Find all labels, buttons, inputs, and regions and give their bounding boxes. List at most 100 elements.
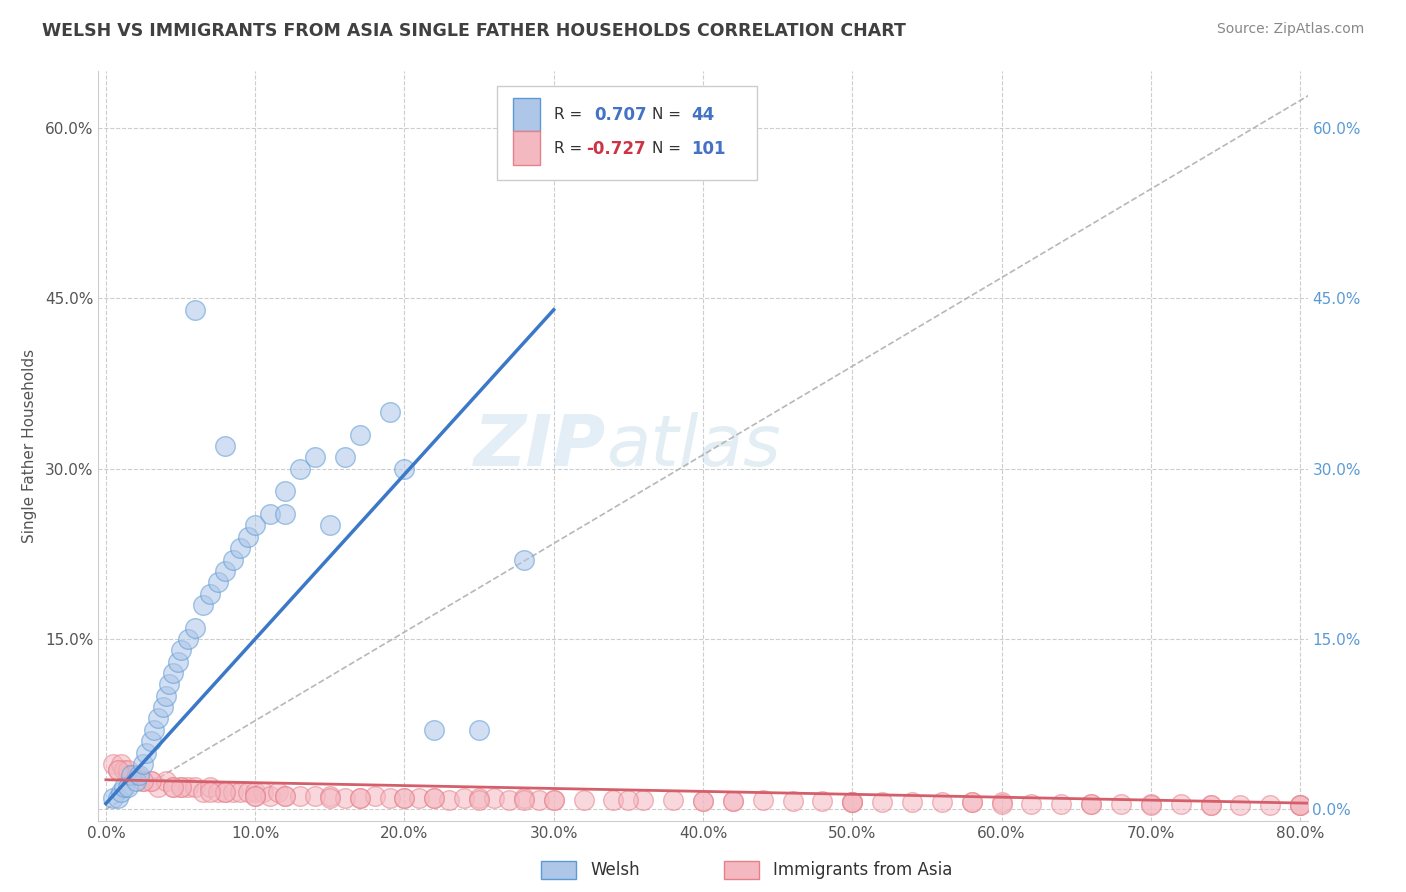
Point [207, 785, 229, 799]
Point [319, 791, 342, 805]
Text: Welsh: Welsh [591, 861, 640, 879]
Point [468, 723, 491, 737]
Point [841, 796, 863, 810]
Text: R =: R = [554, 107, 588, 122]
Point [662, 793, 685, 807]
Point [394, 791, 416, 805]
Point [243, 785, 266, 799]
Point [142, 723, 165, 737]
Text: 101: 101 [690, 139, 725, 158]
Point [135, 746, 157, 760]
Point [191, 785, 214, 799]
Point [252, 785, 274, 799]
Point [207, 575, 229, 590]
Point [841, 796, 863, 810]
Point [132, 773, 155, 788]
Text: N =: N = [652, 141, 686, 156]
Point [243, 518, 266, 533]
Point [243, 789, 266, 803]
Point [633, 793, 655, 807]
Text: -0.727: -0.727 [586, 139, 645, 158]
Point [259, 789, 281, 803]
Point [527, 793, 550, 807]
Text: WELSH VS IMMIGRANTS FROM ASIA SINGLE FATHER HOUSEHOLDS CORRELATION CHART: WELSH VS IMMIGRANTS FROM ASIA SINGLE FAT… [42, 22, 905, 40]
Point [103, 791, 125, 805]
Point [423, 723, 446, 737]
Point [423, 791, 446, 805]
Point [107, 763, 129, 777]
Point [214, 564, 236, 578]
Point [1289, 797, 1312, 812]
Point [184, 621, 207, 635]
Point [128, 768, 150, 782]
Point [169, 643, 191, 657]
Point [1021, 797, 1043, 811]
Point [112, 780, 135, 794]
Point [177, 632, 200, 646]
Point [274, 789, 297, 803]
Point [363, 789, 385, 803]
Point [378, 791, 401, 805]
Point [214, 785, 236, 799]
Point [513, 793, 536, 807]
Point [1080, 797, 1102, 811]
Point [214, 785, 236, 799]
Point [901, 796, 924, 810]
Point [274, 484, 297, 499]
Point [229, 541, 252, 556]
Point [841, 796, 863, 810]
Point [243, 789, 266, 803]
Point [274, 507, 297, 521]
Point [513, 552, 536, 566]
Point [453, 791, 475, 805]
Point [162, 780, 184, 794]
Point [274, 789, 297, 803]
Point [333, 791, 356, 805]
Point [349, 427, 371, 442]
Point [200, 586, 222, 600]
Point [155, 689, 177, 703]
Text: Immigrants from Asia: Immigrants from Asia [773, 861, 953, 879]
Point [184, 302, 207, 317]
Point [1229, 797, 1251, 812]
Point [1199, 797, 1222, 812]
Point [1170, 797, 1192, 811]
Point [112, 763, 135, 777]
Point [423, 791, 446, 805]
Point [870, 796, 893, 810]
Point [191, 598, 214, 612]
Point [543, 793, 565, 807]
Point [103, 756, 125, 771]
FancyBboxPatch shape [498, 87, 758, 180]
Point [117, 768, 139, 782]
Point [692, 794, 714, 808]
Point [990, 796, 1012, 810]
Point [811, 794, 834, 808]
Point [960, 796, 983, 810]
Point [721, 794, 744, 808]
Point [1140, 797, 1163, 812]
Point [1289, 797, 1312, 812]
Point [222, 552, 245, 566]
Point [107, 791, 129, 805]
Text: Source: ZipAtlas.com: Source: ZipAtlas.com [1216, 22, 1364, 37]
Text: atlas: atlas [606, 411, 780, 481]
Point [110, 785, 132, 799]
Point [214, 439, 236, 453]
Point [288, 789, 311, 803]
Point [184, 780, 207, 794]
Point [200, 780, 222, 794]
Point [152, 700, 174, 714]
Point [107, 763, 129, 777]
Point [1199, 797, 1222, 812]
Point [236, 785, 259, 799]
Point [139, 773, 162, 788]
Point [169, 780, 191, 794]
Point [1258, 797, 1281, 812]
Point [132, 773, 155, 788]
Point [482, 791, 505, 805]
Point [394, 791, 416, 805]
Point [990, 797, 1012, 811]
Point [1109, 797, 1132, 811]
Point [146, 780, 169, 794]
